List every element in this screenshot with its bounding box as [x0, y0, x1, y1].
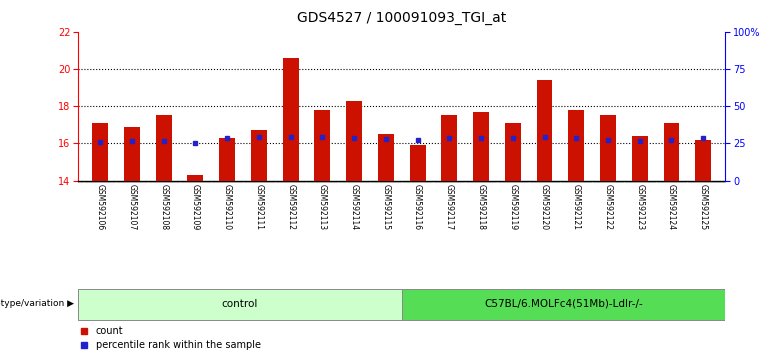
Text: GSM592112: GSM592112 — [286, 184, 295, 230]
Text: GDS4527 / 100091093_TGI_at: GDS4527 / 100091093_TGI_at — [297, 11, 506, 25]
Bar — [378, 134, 394, 181]
Bar — [600, 115, 616, 181]
Bar — [505, 123, 521, 181]
Text: GSM592109: GSM592109 — [191, 184, 200, 230]
Bar — [92, 123, 108, 181]
Bar — [537, 80, 552, 181]
Text: GSM592122: GSM592122 — [604, 184, 612, 230]
Text: GSM592113: GSM592113 — [318, 184, 327, 230]
Text: GSM592121: GSM592121 — [572, 184, 581, 230]
Text: GSM592111: GSM592111 — [254, 184, 264, 230]
Text: GSM592117: GSM592117 — [445, 184, 454, 230]
Bar — [402, 289, 725, 320]
Bar — [410, 145, 426, 181]
Text: GSM592107: GSM592107 — [127, 184, 136, 230]
Text: C57BL/6.MOLFc4(51Mb)-Ldlr-/-: C57BL/6.MOLFc4(51Mb)-Ldlr-/- — [484, 299, 643, 309]
Bar — [346, 101, 362, 181]
Text: GSM592110: GSM592110 — [222, 184, 232, 230]
Bar — [156, 115, 172, 181]
Bar — [664, 123, 679, 181]
Bar — [569, 110, 584, 181]
Text: count: count — [96, 326, 123, 336]
Text: GSM592114: GSM592114 — [349, 184, 359, 230]
Text: GSM592108: GSM592108 — [159, 184, 168, 230]
Text: GSM592116: GSM592116 — [413, 184, 422, 230]
Text: percentile rank within the sample: percentile rank within the sample — [96, 340, 261, 350]
Text: GSM592125: GSM592125 — [699, 184, 707, 230]
Bar — [695, 140, 711, 181]
Text: control: control — [222, 299, 258, 309]
Bar — [314, 110, 330, 181]
Text: genotype/variation ▶: genotype/variation ▶ — [0, 299, 74, 308]
Bar — [124, 127, 140, 181]
Text: GSM592106: GSM592106 — [96, 184, 105, 230]
Text: GSM592119: GSM592119 — [509, 184, 517, 230]
Text: GSM592120: GSM592120 — [540, 184, 549, 230]
Bar — [632, 136, 647, 181]
Text: GSM592118: GSM592118 — [477, 184, 485, 230]
Bar — [441, 115, 457, 181]
Text: GSM592124: GSM592124 — [667, 184, 676, 230]
Bar — [78, 289, 402, 320]
Bar — [282, 58, 299, 181]
Text: GSM592123: GSM592123 — [635, 184, 644, 230]
Text: GSM592115: GSM592115 — [381, 184, 390, 230]
Bar — [473, 112, 489, 181]
Bar — [251, 130, 267, 181]
Bar — [219, 138, 235, 181]
Bar — [187, 175, 204, 181]
